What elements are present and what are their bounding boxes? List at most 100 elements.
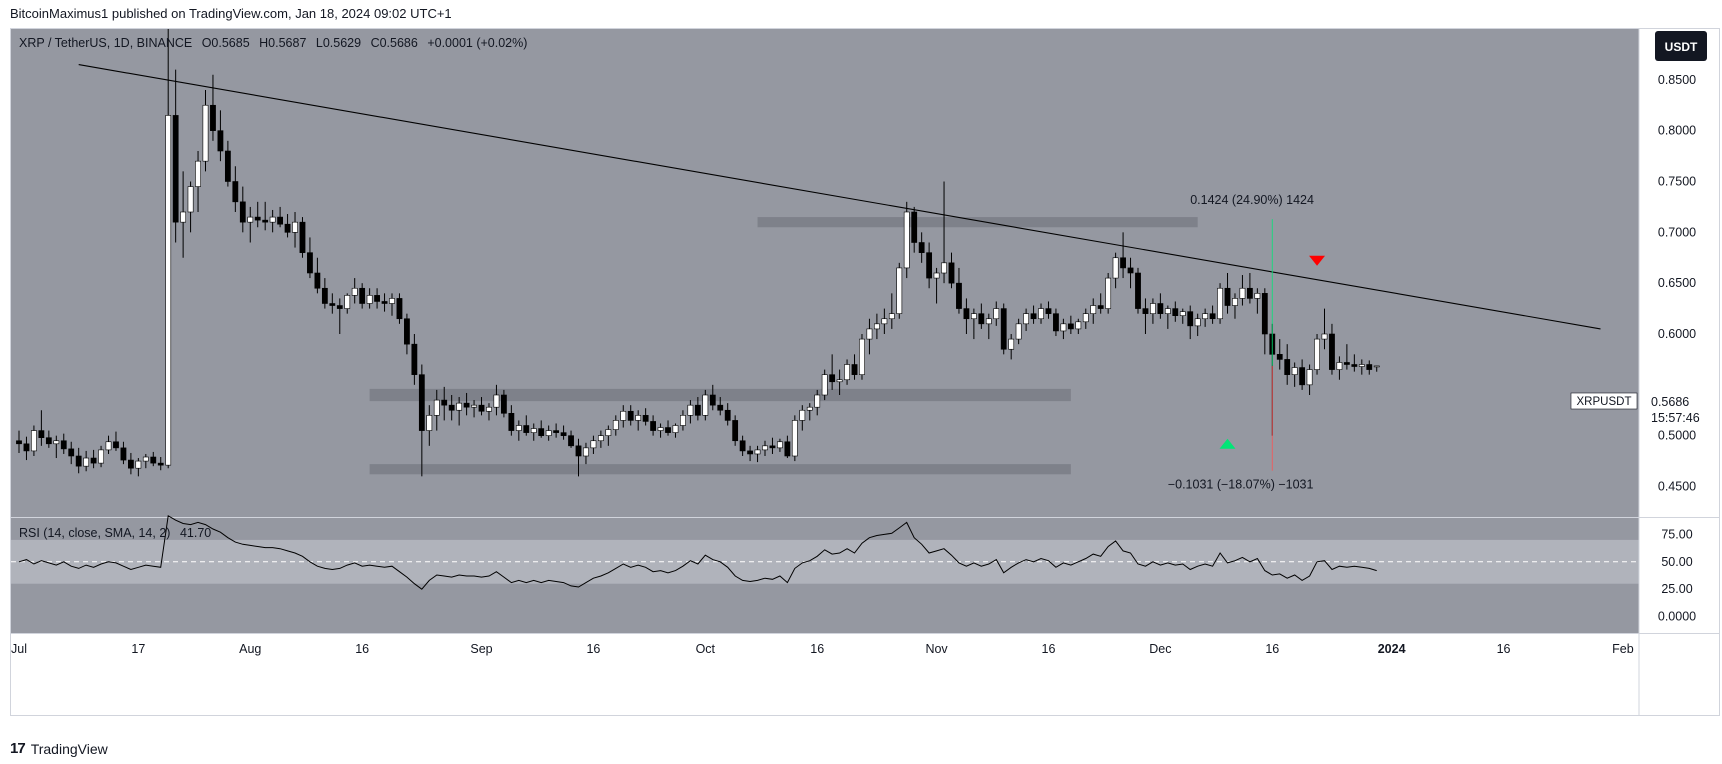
candle — [90, 449, 97, 469]
candle-body — [545, 430, 552, 436]
candle — [724, 403, 731, 426]
candle-body — [724, 409, 731, 421]
candle-body — [1075, 321, 1082, 330]
candle-body — [993, 308, 1000, 320]
candle-body — [60, 440, 67, 450]
price-tick-label: 0.8000 — [1658, 124, 1696, 138]
candle-body — [299, 221, 306, 253]
candle-body — [180, 211, 187, 223]
candle — [941, 181, 947, 284]
candle — [1321, 308, 1328, 350]
candle — [814, 389, 821, 416]
candle — [978, 303, 985, 329]
currency-badge-bg[interactable] — [1655, 31, 1707, 61]
candle — [717, 397, 724, 416]
price-tick-label: 0.8500 — [1658, 73, 1696, 87]
candle-body — [1247, 287, 1253, 299]
candle — [948, 252, 955, 289]
candle — [195, 151, 201, 212]
candle-body — [553, 430, 560, 433]
candle-body — [859, 338, 865, 375]
candle — [933, 267, 940, 304]
chart-svg[interactable]: 0.1424 (24.90%) 1424 −0.1031 (−18.07%) −1… — [11, 29, 1720, 716]
candle — [1179, 308, 1186, 324]
candle-body — [90, 457, 97, 464]
candle-body — [806, 406, 813, 411]
candle-body — [411, 343, 418, 375]
last-price-countdown: 15:57:46 — [1651, 411, 1700, 425]
arrow-down-icon — [1309, 255, 1326, 266]
candle — [60, 433, 67, 454]
candle — [448, 395, 455, 421]
candle — [128, 452, 134, 475]
ohlc-close: C0.5686 — [371, 36, 418, 50]
candle — [1075, 318, 1082, 334]
candle — [620, 405, 627, 428]
candle — [754, 445, 761, 463]
candle-body — [239, 201, 246, 223]
price-tick-label: 0.6000 — [1658, 327, 1696, 341]
candle-body — [277, 216, 283, 225]
candle — [142, 453, 149, 469]
candle — [1060, 318, 1067, 340]
zone-1 — [369, 388, 1071, 402]
candle — [1127, 257, 1134, 289]
price-tick-label: 0.4500 — [1658, 480, 1696, 494]
candle-body — [1351, 364, 1358, 367]
candle — [1045, 301, 1052, 319]
candle — [739, 435, 746, 456]
candle — [538, 420, 545, 438]
candle — [926, 242, 933, 289]
candle — [1142, 298, 1149, 334]
candle — [881, 308, 888, 334]
candle-body — [866, 328, 873, 340]
candle-body — [1179, 311, 1186, 316]
candle — [1284, 344, 1291, 385]
candle — [1164, 305, 1171, 329]
currency-badge[interactable]: USDT — [1665, 40, 1698, 54]
candle-body — [583, 447, 589, 457]
candle-body — [680, 415, 686, 426]
candle-body — [53, 440, 60, 445]
time-tick-label: Aug — [239, 642, 261, 656]
candle — [799, 405, 806, 431]
time-tick-label: Feb — [1612, 642, 1634, 656]
candle — [1067, 315, 1074, 334]
candle-body — [441, 399, 448, 406]
candle-body — [75, 455, 82, 467]
candle-body — [597, 435, 604, 442]
candle-body — [1030, 313, 1037, 320]
time-tick-label: 16 — [355, 642, 369, 656]
zones-layer — [369, 217, 1198, 475]
tradingview-logo[interactable]: 17 TradingView — [10, 740, 108, 757]
candle-body — [404, 318, 410, 345]
candle-body — [396, 298, 403, 320]
candle — [821, 369, 828, 401]
candle-body — [1015, 323, 1022, 340]
candle-body — [31, 430, 37, 452]
candle — [1209, 305, 1216, 324]
candle — [747, 445, 753, 462]
candle-body — [262, 219, 269, 223]
candle — [157, 457, 164, 471]
rsi-value: 41.70 — [180, 526, 211, 540]
candle-body — [590, 440, 597, 449]
candle-body — [739, 440, 746, 452]
candle — [299, 217, 306, 258]
candle — [314, 257, 321, 294]
candle — [202, 90, 209, 172]
candle — [687, 400, 694, 424]
candle-body — [530, 428, 537, 433]
candle-body — [1284, 359, 1291, 375]
time-tick-label: Dec — [1149, 642, 1171, 656]
ohlc-change: +0.0001 (+0.02%) — [427, 36, 527, 50]
candle-body — [873, 323, 880, 330]
candle — [1343, 344, 1350, 370]
rsi-layer — [18, 514, 1377, 590]
candle — [1217, 283, 1223, 324]
chart-frame[interactable]: 0.1424 (24.90%) 1424 −0.1031 (−18.07%) −1… — [10, 28, 1720, 716]
candle — [605, 425, 612, 446]
candle-body — [1373, 365, 1380, 368]
candle-body — [515, 425, 522, 431]
candle-body — [359, 287, 366, 304]
